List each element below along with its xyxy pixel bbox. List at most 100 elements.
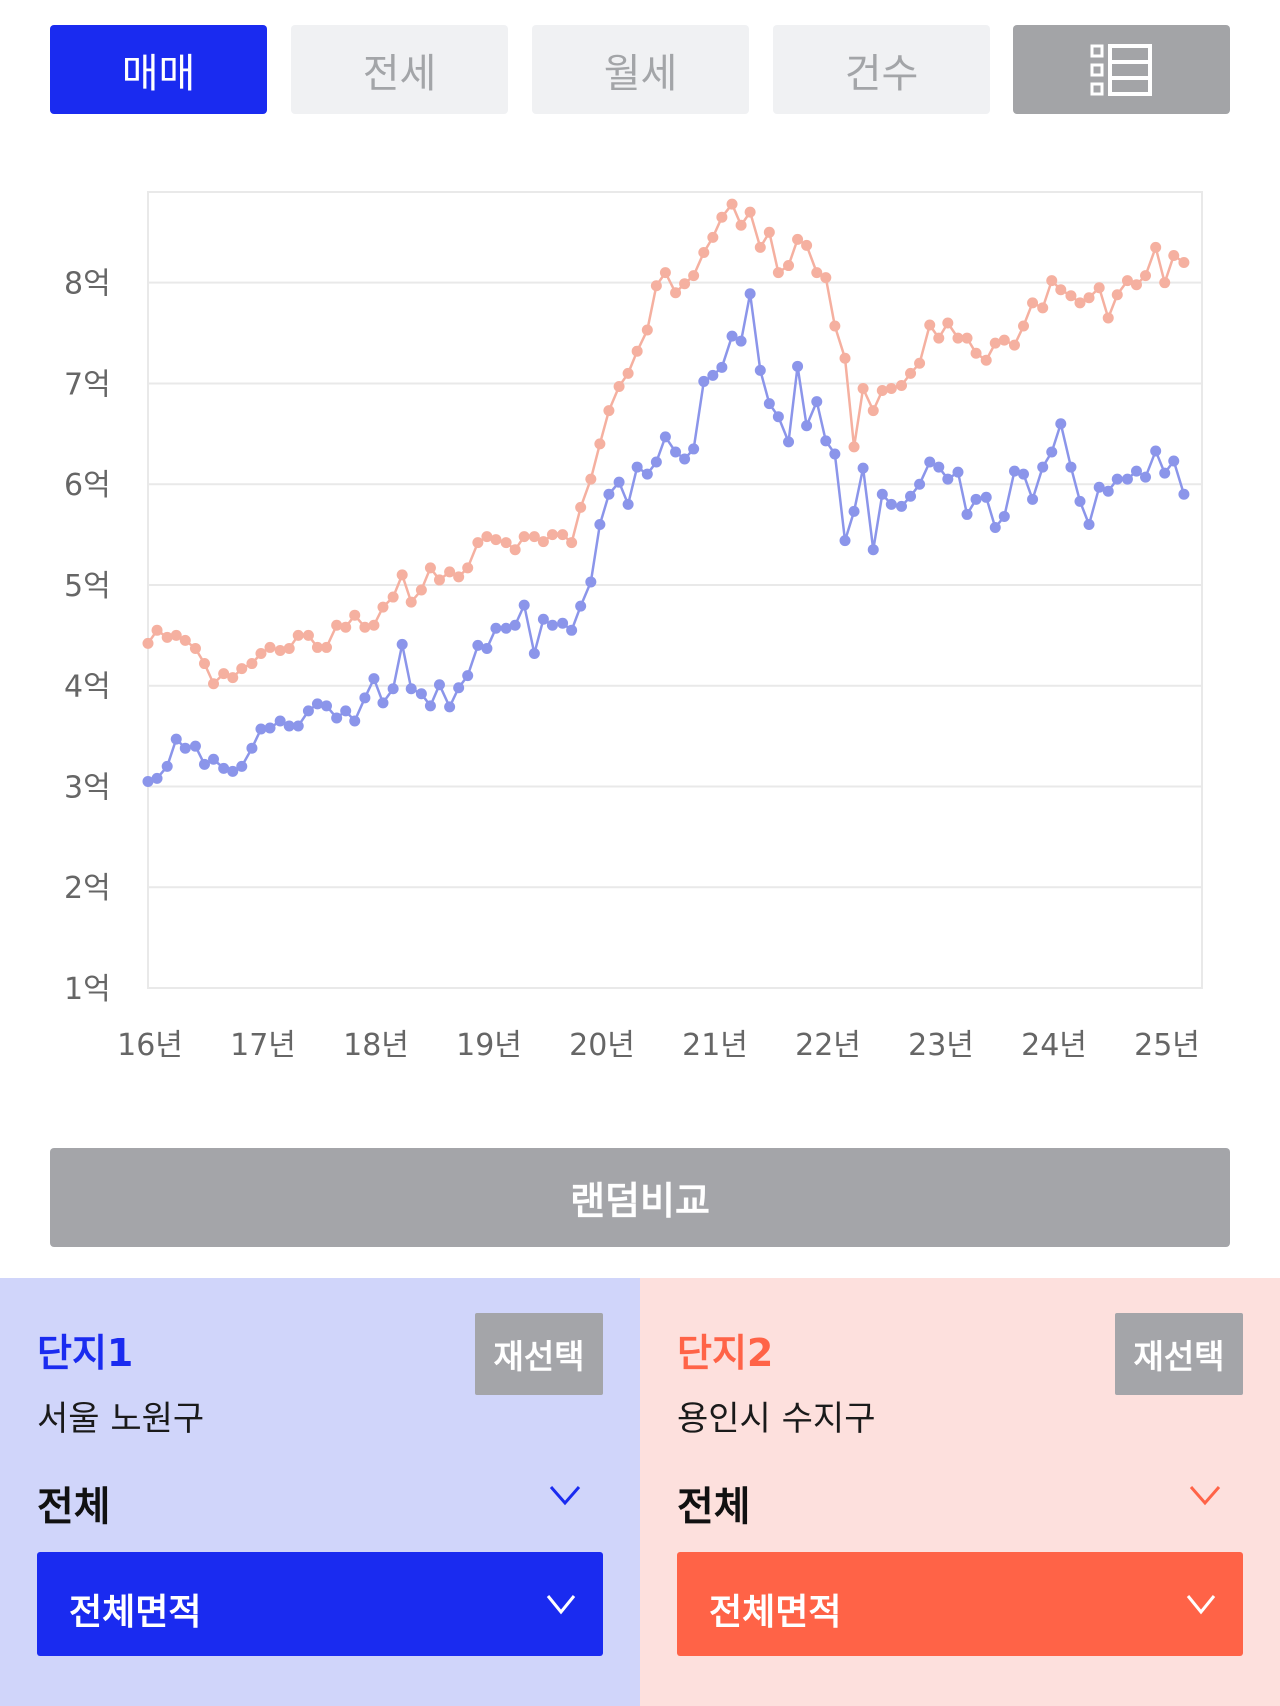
- series-2-point: [603, 405, 615, 417]
- series-1-point: [1055, 418, 1067, 430]
- series-2-point: [331, 619, 343, 631]
- random-compare-button[interactable]: 랜덤비교: [50, 1148, 1230, 1247]
- series-1-point: [1074, 495, 1086, 507]
- y-axis-ticks: 1억 2억 3억 4억 5억 6억 7억 8억: [64, 267, 111, 1007]
- series-2-point: [905, 367, 917, 379]
- chart-series: [142, 198, 1190, 787]
- series-1-point: [848, 505, 860, 517]
- series-1-point: [885, 498, 897, 510]
- series-2-point: [1178, 257, 1190, 269]
- series-1-point: [735, 335, 747, 347]
- series-1-point: [829, 448, 841, 460]
- tab-monthly-rent[interactable]: 월세: [532, 25, 749, 114]
- series-2-point: [198, 658, 210, 670]
- series-2-point: [179, 634, 191, 646]
- series-2-point: [1168, 249, 1180, 261]
- series-2-point: [839, 352, 851, 364]
- series-1-point: [208, 753, 220, 765]
- series-2-point: [274, 644, 286, 656]
- series-2-point: [867, 405, 879, 417]
- series-2-point: [575, 501, 587, 513]
- series-2-point: [896, 379, 908, 391]
- series-2-point: [952, 332, 964, 344]
- series-2-point: [302, 629, 314, 641]
- series-2-point: [594, 438, 606, 450]
- complex2-area-dropdown[interactable]: 전체면적: [677, 1552, 1243, 1656]
- x-tick-label: 24년: [1021, 1028, 1087, 1063]
- series-2-point: [1008, 339, 1020, 351]
- chevron-down-icon: [546, 1595, 576, 1615]
- series-2-point: [528, 531, 540, 543]
- x-tick-label: 17년: [230, 1028, 296, 1063]
- series-1-point: [1018, 468, 1030, 480]
- complex1-area-dropdown[interactable]: 전체면적: [37, 1552, 603, 1656]
- series-1-point: [227, 765, 239, 777]
- series-1-point: [1150, 445, 1162, 457]
- series-2-point: [500, 537, 512, 549]
- series-2-point: [1150, 241, 1162, 253]
- series-2-point: [462, 562, 474, 574]
- series-2-point: [208, 678, 220, 690]
- complex1-region: 서울 노원구: [37, 1399, 205, 1439]
- series-2-point: [961, 332, 973, 344]
- series-2-point: [255, 647, 267, 659]
- series-1-point: [1121, 473, 1133, 485]
- series-1-point: [433, 679, 445, 691]
- series-2-point: [933, 332, 945, 344]
- series-2-point: [405, 596, 417, 608]
- complex1-area-label: 전체면적: [69, 1592, 202, 1633]
- series-2-point: [472, 537, 484, 549]
- series-1-point: [274, 715, 286, 727]
- complex1-reselect-button[interactable]: 재선택: [475, 1313, 603, 1395]
- series-2-point: [415, 584, 427, 596]
- series-1-point: [970, 493, 982, 505]
- series-2-point: [726, 198, 738, 210]
- series-1-point: [942, 473, 954, 485]
- series-1-point: [246, 742, 258, 754]
- series-2-point: [320, 641, 332, 653]
- series-1-point: [359, 692, 371, 704]
- series-2-point: [735, 219, 747, 231]
- chevron-down-icon[interactable]: [548, 1483, 582, 1507]
- series-1-point: [670, 446, 682, 458]
- complex2-region: 용인시 수지구: [677, 1399, 876, 1439]
- series-1-point: [924, 456, 936, 468]
- series-2-point: [424, 562, 436, 574]
- tab-jeonse[interactable]: 전세: [291, 25, 508, 114]
- series-2-point: [170, 629, 182, 641]
- series-1-point: [557, 617, 569, 629]
- series-1-point: [650, 456, 662, 468]
- series-2-point: [1083, 292, 1095, 304]
- series-1-point: [726, 330, 738, 342]
- series-2-point: [659, 267, 671, 279]
- series-1-point: [331, 712, 343, 724]
- complex2-area-label: 전체면적: [709, 1592, 842, 1633]
- series-1-point: [218, 762, 230, 774]
- series-1-point: [896, 500, 908, 512]
- series-2-point: [622, 367, 634, 379]
- series-1-point: [744, 288, 756, 300]
- series-1-point: [1027, 493, 1039, 505]
- complex2-reselect-button[interactable]: 재선택: [1115, 1313, 1243, 1395]
- y-tick-label: 4억: [64, 670, 111, 705]
- tab-sale[interactable]: 매매: [50, 25, 267, 114]
- tab-count[interactable]: 건수: [773, 25, 990, 114]
- complex1-type-dropdown[interactable]: 전체: [37, 1484, 111, 1530]
- series-1-point: [1178, 488, 1190, 500]
- complex2-type-dropdown[interactable]: 전체: [677, 1484, 751, 1530]
- chevron-down-icon[interactable]: [1188, 1483, 1222, 1507]
- series-1-point: [839, 535, 851, 547]
- series-1-point: [876, 488, 888, 500]
- series-1-point: [264, 722, 276, 734]
- series-1-point: [170, 733, 182, 745]
- series-1-point: [659, 431, 671, 443]
- list-view-button[interactable]: [1013, 25, 1230, 114]
- series-1-point: [255, 723, 267, 735]
- series-1-point: [622, 498, 634, 510]
- complex1-panel: 단지1 재선택 서울 노원구 전체 전체면적: [0, 1278, 640, 1706]
- series-2-point: [340, 621, 352, 633]
- series-2-point: [1065, 290, 1077, 302]
- series-1-point: [783, 436, 795, 448]
- series-2-point: [650, 280, 662, 292]
- series-2-point: [1159, 277, 1171, 289]
